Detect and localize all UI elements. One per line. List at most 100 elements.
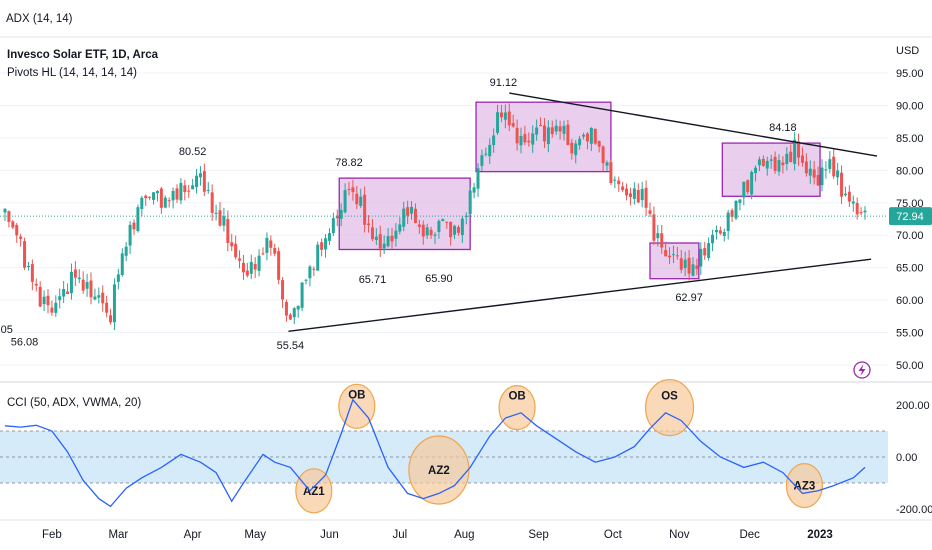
candle-body <box>234 243 238 258</box>
candle-body <box>46 295 50 306</box>
candle-body <box>327 233 331 241</box>
candle-body <box>85 282 89 289</box>
candle-body <box>433 234 437 236</box>
candle-body <box>410 206 414 214</box>
candle-body <box>519 136 523 146</box>
time-tick-label: Mar <box>108 529 128 541</box>
candle-body <box>754 167 758 174</box>
price-tick-label: 55.00 <box>896 328 924 340</box>
candle-body <box>152 192 156 200</box>
candle-body <box>484 153 488 155</box>
candle-body <box>632 188 636 199</box>
candle-body <box>241 262 245 273</box>
candle-body <box>198 173 202 178</box>
candle-body <box>539 125 543 127</box>
adx-label: ADX (14, 14) <box>6 13 73 25</box>
candle-body <box>390 235 394 242</box>
candle-body <box>265 237 269 253</box>
candle-body <box>23 241 27 268</box>
candle-body <box>711 234 715 244</box>
last-price-label: 72.94 <box>896 211 924 223</box>
pivot-label: 65.71 <box>359 274 387 286</box>
candle-body <box>140 197 144 210</box>
candle-body <box>163 197 167 208</box>
candle-body <box>761 158 765 166</box>
candle-body <box>488 144 492 157</box>
candle-body <box>58 296 62 301</box>
price-grid <box>0 72 888 366</box>
candle-body <box>562 125 566 134</box>
candle-body <box>566 124 570 145</box>
symbol-title: Invesco Solar ETF, 1D, Arca <box>7 49 159 61</box>
candle-body <box>757 159 761 166</box>
candle-body <box>836 170 840 178</box>
candle-body <box>128 224 132 246</box>
pivot-label: 58.05 <box>0 324 13 336</box>
candle-body <box>116 274 120 282</box>
pivot-label: 62.97 <box>675 292 703 304</box>
pivot-box <box>721 142 821 197</box>
candle-body <box>214 212 218 214</box>
candle-body <box>226 218 230 243</box>
candle-body <box>406 207 410 216</box>
candle-body <box>683 259 687 268</box>
candle-body <box>644 187 648 208</box>
cci-axis[interactable]: 200.00 0.00 -200.00 <box>896 400 932 516</box>
candle-body <box>523 134 527 143</box>
candle-body <box>832 156 836 177</box>
candle-body <box>578 138 582 146</box>
candle-body <box>605 162 609 166</box>
candle-body <box>183 185 187 193</box>
candle-body <box>589 127 593 144</box>
candle-body <box>304 279 308 281</box>
pivot-label: 55.54 <box>277 340 305 352</box>
zone-circle <box>408 435 470 505</box>
pivot-label: 78.82 <box>335 157 363 169</box>
candle-body <box>613 179 617 181</box>
candle-body <box>331 218 335 234</box>
candle-body <box>136 207 140 232</box>
candle-body <box>531 133 535 145</box>
candle-body <box>675 255 679 257</box>
candle-body <box>609 162 613 184</box>
candle-body <box>351 187 355 193</box>
candle-body <box>601 146 605 164</box>
pivot-box <box>649 242 700 280</box>
candle-body <box>402 208 406 227</box>
candle-body <box>742 181 746 198</box>
zone-circle <box>644 379 695 437</box>
candle-body <box>707 243 711 259</box>
candle-body <box>179 183 183 201</box>
time-axis[interactable]: Feb Mar Apr May Jun Jul Aug Sep Oct Nov Dec 2023 <box>42 529 833 541</box>
price-tick-label: 75.00 <box>896 198 924 210</box>
candle-body <box>617 180 621 185</box>
candle-body <box>593 128 597 144</box>
price-tick-label: 95.00 <box>896 68 924 80</box>
cci-tick-label: 200.00 <box>896 400 930 412</box>
candle-body <box>386 236 390 247</box>
lightning-icon[interactable] <box>853 361 871 379</box>
candle-body <box>363 194 367 225</box>
candle-body <box>398 224 402 232</box>
time-tick-label: Dec <box>739 529 760 541</box>
candle-body <box>499 112 503 118</box>
candle-body <box>42 296 46 305</box>
candle-body <box>574 143 578 156</box>
candle-body <box>339 209 343 219</box>
candle-body <box>30 264 34 282</box>
candle-body <box>11 221 15 228</box>
price-axis[interactable]: USD 95.00 90.00 85.00 80.00 75.00 70.00 65.00 6… <box>889 45 932 372</box>
candle-body <box>218 210 222 226</box>
candle-body <box>656 233 660 239</box>
candle-body <box>785 153 789 164</box>
candle-body <box>261 253 265 255</box>
candle-body <box>292 308 296 318</box>
candle-body <box>437 220 441 232</box>
zone-circle <box>785 463 824 509</box>
candle-body <box>195 175 199 188</box>
candle-body <box>648 210 652 214</box>
zone-label: OS <box>661 391 678 403</box>
